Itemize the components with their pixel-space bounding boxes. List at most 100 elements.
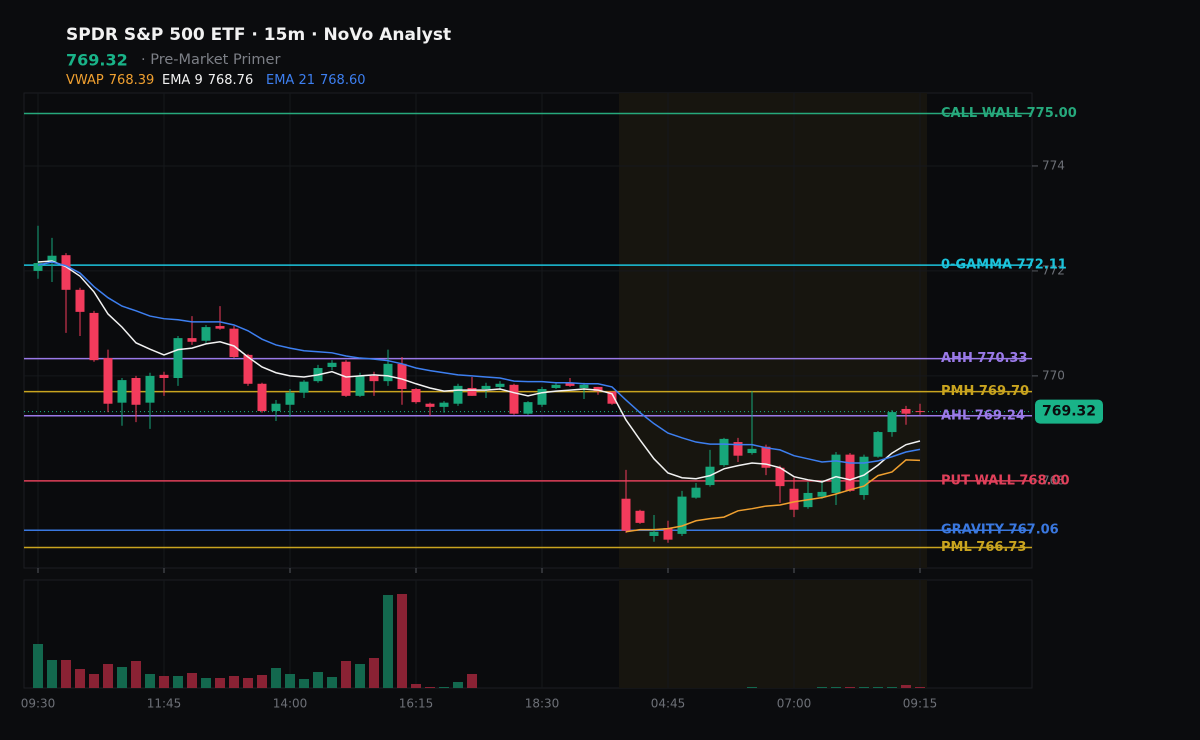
candle-body	[775, 467, 785, 487]
chart-title: SPDR S&P 500 ETF · 15m · NoVo Analyst	[66, 25, 451, 45]
volume-bar	[243, 678, 253, 688]
volume-bar	[873, 687, 883, 688]
x-tick-label: 09:30	[21, 697, 56, 711]
volume-bar	[285, 674, 295, 688]
level-label: AHL 769.24	[941, 408, 1025, 423]
candle-body	[845, 454, 855, 491]
volume-bar	[831, 687, 841, 688]
volume-bar	[313, 672, 323, 688]
candle-body	[145, 375, 155, 403]
candle-body	[355, 375, 365, 396]
indicator-line	[625, 459, 921, 533]
candle-body	[733, 442, 743, 456]
volume-bar	[257, 675, 267, 688]
grid	[24, 93, 1038, 688]
volume-bar	[859, 687, 869, 688]
candle-body	[117, 380, 127, 403]
y-tick-label: 770	[1042, 368, 1065, 382]
y-tick-label: 772	[1042, 263, 1065, 277]
price-badge	[1035, 399, 1103, 424]
legend-entry: EMA 21 768.60	[266, 73, 366, 88]
chart-subtitle: · Pre-Market Primer	[141, 52, 280, 68]
legend-name: EMA 9	[162, 73, 203, 88]
candle-body	[719, 438, 729, 466]
candle-body	[47, 255, 57, 263]
premarket-shade	[619, 93, 927, 568]
price-badge-label: 769.32	[1042, 404, 1096, 420]
volume-bar	[299, 679, 309, 688]
candle-body	[411, 389, 421, 403]
legend-entry: VWAP 768.39	[66, 73, 154, 88]
candle-body	[579, 384, 589, 388]
x-tick-label: 18:30	[525, 697, 560, 711]
candle-body	[229, 328, 239, 358]
volume-bar	[47, 660, 57, 688]
y-tick-label: 774	[1042, 158, 1065, 172]
legend-name: EMA 21	[266, 73, 315, 88]
volume-bar	[215, 678, 225, 688]
x-tick-label: 14:00	[273, 697, 308, 711]
candle-body	[481, 385, 491, 390]
volume-bar	[453, 682, 463, 688]
x-tick-label: 16:15	[399, 697, 434, 711]
candle-body	[369, 375, 379, 382]
marks	[24, 112, 1032, 688]
candle-body	[327, 362, 337, 367]
candle-body	[621, 498, 631, 531]
volume-bar	[887, 687, 897, 688]
legend-name: VWAP	[66, 73, 104, 88]
volume-bar	[201, 678, 211, 688]
candle-body	[215, 326, 225, 329]
legend-value: 768.60	[320, 73, 366, 88]
volume-bar	[369, 658, 379, 688]
candle-body	[453, 385, 463, 404]
candle-body	[89, 312, 99, 361]
volume-bar	[439, 687, 449, 688]
candle-body	[761, 446, 771, 468]
labels: 774 772 770 768 09:30 11:45 14:00 16:15 18:30 04:…	[21, 106, 1103, 711]
level-label: AHH 770.33	[941, 351, 1028, 366]
indicator-line	[37, 261, 921, 464]
volume-bar	[75, 669, 85, 688]
candle-body	[439, 402, 449, 407]
candle-body	[75, 289, 85, 312]
volume-bar	[901, 685, 911, 688]
candle-body	[33, 263, 43, 271]
level-label: GRAVITY 767.06	[941, 523, 1059, 538]
candle-body	[383, 363, 393, 382]
volume-bar	[383, 595, 393, 688]
candle-body	[467, 387, 477, 396]
volume-bar	[747, 687, 757, 688]
candle-body	[747, 448, 757, 454]
candle-body	[663, 528, 673, 540]
level-label: CALL WALL 775.00	[941, 106, 1077, 121]
candle-body	[649, 531, 659, 536]
candle-body	[873, 432, 883, 457]
volume-bar	[173, 676, 183, 688]
volume-bar	[61, 660, 71, 688]
candle-body	[607, 391, 617, 404]
volume-bar	[915, 687, 925, 688]
legend-entry: EMA 9 768.76	[162, 73, 253, 88]
candle-body	[173, 338, 183, 378]
level-label: PMH 769.70	[941, 384, 1029, 399]
legend-value: 768.76	[208, 73, 254, 88]
volume-bar	[845, 687, 855, 688]
candle-body	[551, 384, 561, 388]
candle-body	[523, 402, 533, 414]
candle-body	[103, 358, 113, 404]
volume-bar	[411, 684, 421, 688]
volume-bar	[131, 661, 141, 688]
candle-body	[593, 386, 603, 392]
candle-body	[509, 384, 519, 414]
volume-bar	[271, 668, 281, 688]
level-label: 0-GAMMA 772.11	[941, 258, 1067, 273]
volume-bar	[159, 676, 169, 688]
candle-body	[243, 354, 253, 384]
candle-body	[285, 392, 295, 405]
candle-body	[397, 363, 407, 390]
candle-body	[901, 408, 911, 414]
candle-body	[187, 338, 197, 342]
x-tick-label: 07:00	[777, 697, 812, 711]
